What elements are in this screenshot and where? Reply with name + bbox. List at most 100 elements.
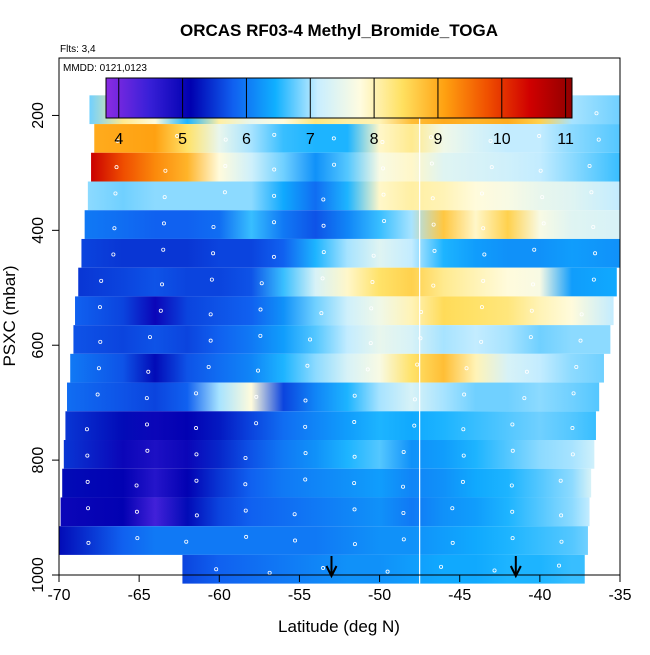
sample-marker	[223, 137, 228, 142]
sample-marker	[144, 422, 149, 427]
sample-marker	[145, 448, 150, 453]
sample-marker	[368, 341, 373, 346]
y-tick-label: 400	[30, 217, 47, 244]
sample-marker	[464, 366, 469, 371]
x-tick-label: -65	[128, 587, 151, 604]
sample-marker	[461, 427, 466, 432]
y-tick-label: 1000	[30, 557, 47, 593]
sample-marker	[460, 479, 465, 484]
sample-marker	[267, 570, 272, 575]
sample-marker	[258, 307, 263, 312]
sample-marker	[381, 192, 386, 197]
data-band	[182, 554, 585, 584]
sample-marker	[98, 339, 103, 344]
sample-marker	[380, 166, 385, 171]
data-band	[87, 181, 620, 211]
date-label: MMDD: 0121,0123	[63, 63, 147, 74]
sample-marker	[401, 449, 406, 454]
sample-marker	[162, 195, 167, 200]
sample-marker	[271, 254, 276, 259]
sample-marker	[112, 226, 117, 231]
x-tick-label: -50	[368, 587, 391, 604]
sample-marker	[571, 391, 576, 396]
sample-marker	[163, 168, 168, 173]
colorbar-gradient	[105, 77, 573, 119]
sample-marker	[510, 509, 515, 514]
sample-marker	[303, 424, 308, 429]
sample-marker	[243, 508, 248, 513]
sample-marker	[594, 111, 599, 116]
sample-marker	[401, 484, 406, 489]
sample-marker	[158, 308, 163, 313]
sample-marker	[194, 513, 199, 518]
data-band	[94, 124, 620, 153]
sample-marker	[175, 134, 180, 139]
sample-marker	[370, 280, 375, 285]
colorbar-tick-label: 6	[242, 131, 251, 148]
sample-marker	[305, 363, 310, 368]
sample-marker	[331, 136, 336, 141]
sample-marker	[208, 312, 213, 317]
data-band	[73, 325, 611, 354]
colorbar-tick-label: 8	[370, 131, 379, 148]
sample-marker	[194, 426, 199, 431]
sample-marker	[321, 223, 326, 228]
sample-marker	[352, 481, 357, 486]
sample-marker	[272, 167, 277, 172]
sample-marker	[352, 393, 357, 398]
sample-marker	[272, 193, 277, 198]
colorbar-tick-label: 10	[493, 131, 511, 148]
chart-title: ORCAS RF03-4 Methyl_Bromide_TOGA	[180, 21, 498, 40]
sample-marker	[382, 218, 387, 223]
sample-marker	[258, 333, 263, 338]
sample-marker	[114, 165, 119, 170]
sample-marker	[86, 540, 91, 545]
sample-marker	[540, 195, 545, 200]
sample-marker	[160, 282, 165, 287]
sample-marker	[532, 247, 537, 252]
sample-marker	[428, 135, 433, 140]
sample-marker	[591, 224, 596, 229]
sample-marker	[272, 132, 277, 137]
x-tick-label: -60	[208, 587, 231, 604]
sample-marker	[558, 478, 563, 483]
sample-marker	[214, 567, 219, 572]
sample-marker	[461, 453, 466, 458]
sample-marker	[161, 221, 166, 226]
sample-marker	[113, 191, 118, 196]
sample-marker	[412, 423, 417, 428]
arrow-head-icon	[325, 565, 338, 579]
sample-marker	[256, 368, 261, 373]
sample-marker	[479, 305, 484, 310]
sample-marker	[429, 161, 434, 166]
sample-marker	[522, 396, 527, 401]
data-band	[70, 353, 604, 383]
sample-marker	[510, 536, 515, 541]
flights-label: Flts: 3,4	[60, 44, 96, 55]
sample-marker	[352, 507, 357, 512]
sample-marker	[587, 163, 592, 168]
sample-marker	[222, 190, 227, 195]
sample-marker	[488, 138, 493, 143]
sample-marker	[557, 563, 562, 568]
data-band	[91, 152, 621, 182]
x-tick-label: -45	[448, 587, 471, 604]
sample-marker	[352, 420, 357, 425]
sample-marker	[320, 276, 325, 281]
data-band	[63, 440, 595, 469]
sample-marker	[365, 367, 370, 372]
sample-marker	[321, 197, 326, 202]
sample-marker	[321, 566, 326, 571]
sample-marker	[479, 339, 484, 344]
sample-marker	[412, 397, 417, 402]
sample-marker	[243, 482, 248, 487]
sample-marker	[482, 252, 487, 257]
sample-marker	[589, 190, 594, 195]
data-band	[84, 210, 621, 239]
sample-marker	[510, 448, 515, 453]
sample-marker	[559, 539, 564, 544]
sample-marker	[211, 224, 216, 229]
y-axis-label: PSXC (mbar)	[0, 265, 19, 366]
colorbar-tick-label: 11	[557, 131, 574, 148]
